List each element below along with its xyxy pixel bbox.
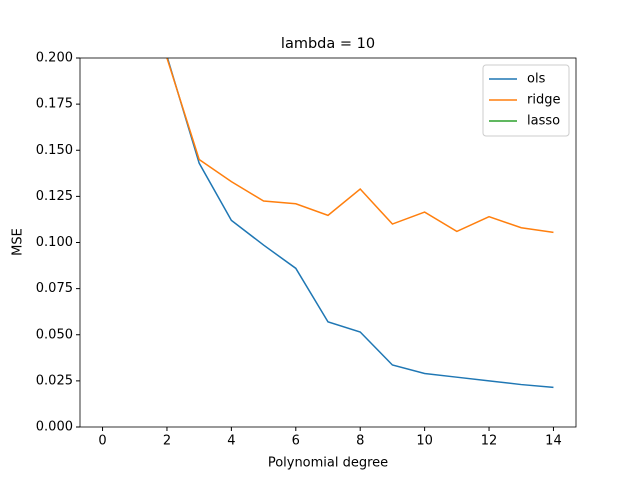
y-tick-label: 0.050 [36,327,73,342]
y-tick-label: 0.100 [36,235,73,250]
x-tick-label: 6 [292,434,300,449]
y-axis-label: MSE [11,228,26,256]
x-tick-label: 10 [416,434,433,449]
x-tick-label: 14 [545,434,562,449]
legend-box [482,64,570,137]
y-tick-label: 0.075 [36,281,73,296]
series-line [166,58,554,389]
y-tick-label: 0.150 [36,143,73,158]
plot-area [166,58,554,389]
chart-title: lambda = 10 [281,36,375,52]
axes-frame [79,57,577,428]
legend-label: ols [527,72,546,87]
legend-label: ridge [527,93,560,108]
y-tick-label: 0.000 [36,420,73,435]
x-tick-label: 2 [163,434,171,449]
x-tick-label: 4 [227,434,235,449]
x-tick-label: 0 [98,434,106,449]
y-tick-label: 0.175 [36,97,73,112]
legend-label: lasso [527,114,560,129]
y-tick-label: 0.200 [36,51,73,66]
y-tick-label: 0.025 [36,373,73,388]
series-line [166,58,554,234]
x-tick-label: 8 [356,434,364,449]
x-axis-label: Polynomial degree [268,456,388,471]
y-tick-label: 0.125 [36,189,73,204]
x-tick-label: 12 [481,434,498,449]
